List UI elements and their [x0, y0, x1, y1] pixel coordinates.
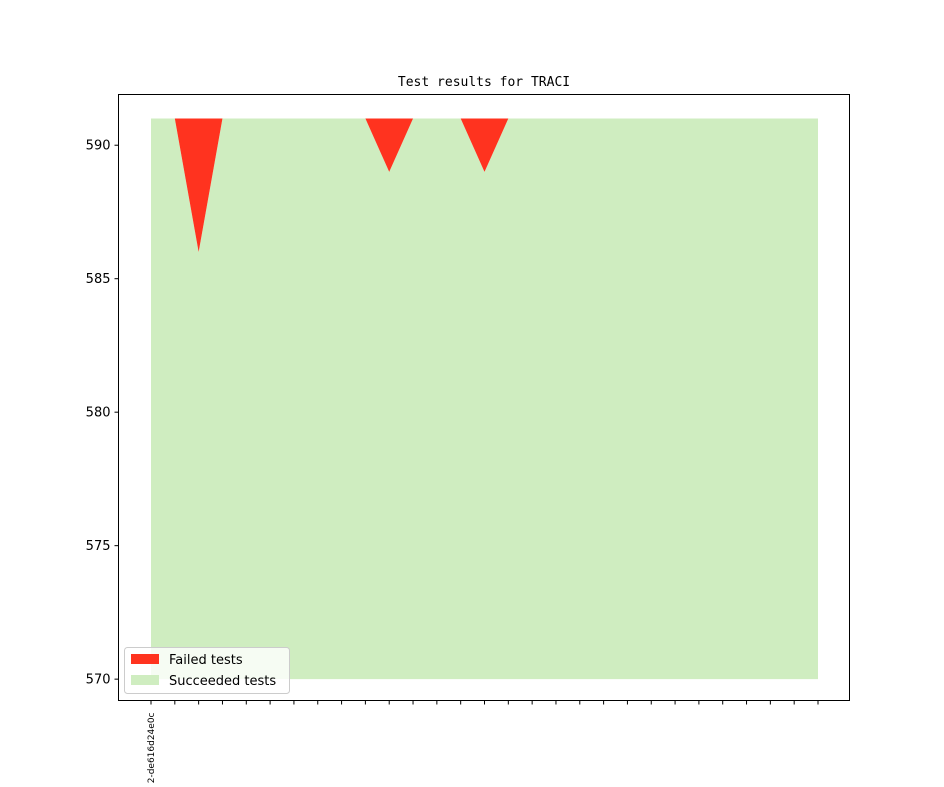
legend-box	[124, 647, 290, 694]
y-tick-label: 585	[86, 272, 111, 287]
failed-area	[151, 118, 818, 253]
succeeded-area	[151, 118, 818, 680]
y-tick-label: 570	[86, 673, 111, 688]
y-tick-label: 575	[86, 539, 111, 554]
x-axis: 2-de616d24e0c	[147, 700, 819, 783]
y-tick-label: 590	[86, 139, 111, 154]
y-axis: 570 575 580 585 590	[86, 139, 119, 688]
legend: Failed tests Succeeded tests	[124, 647, 290, 694]
chart-title: Test results for TRACI	[398, 75, 570, 90]
x-tick-label: 2-de616d24e0c	[147, 712, 157, 783]
legend-swatch-failed	[131, 654, 159, 664]
plot-area	[151, 118, 818, 680]
legend-swatch-succeeded	[131, 675, 159, 685]
y-tick-label: 580	[86, 406, 111, 421]
legend-label-succeeded: Succeeded tests	[169, 674, 276, 689]
legend-label-failed: Failed tests	[169, 653, 243, 668]
